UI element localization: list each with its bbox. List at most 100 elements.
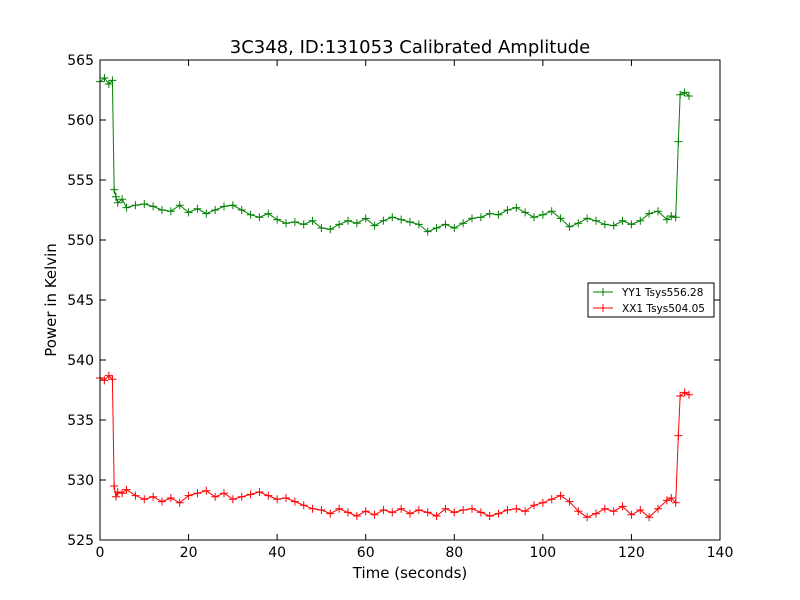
data-point [512, 504, 521, 513]
data-point [282, 494, 290, 502]
series-1 [96, 74, 693, 236]
x-tick-label: 40 [268, 545, 286, 561]
series-layer [96, 74, 693, 522]
data-point [335, 504, 344, 513]
legend-box [587, 282, 715, 318]
data-point [264, 209, 273, 218]
data-point [246, 210, 255, 219]
data-point [220, 202, 228, 211]
data-point [512, 203, 521, 212]
data-point [654, 504, 662, 513]
data-point [676, 90, 685, 99]
data-point [406, 218, 414, 226]
data-point [432, 224, 441, 232]
data-point [636, 506, 645, 514]
data-point [108, 76, 117, 85]
data-point [636, 216, 645, 225]
data-point [113, 198, 122, 207]
data-point [397, 215, 406, 224]
data-point [680, 388, 689, 397]
data-point [202, 486, 211, 495]
data-point [667, 212, 676, 220]
data-point [131, 491, 140, 500]
data-point [609, 221, 618, 230]
x-tick-label: 60 [357, 545, 375, 561]
data-point [100, 74, 109, 82]
data-point [110, 482, 119, 490]
data-point [282, 219, 290, 228]
data-point [441, 504, 450, 513]
legend: YY1 Tsys556.28 XX1 Tsys504.05 [587, 282, 715, 318]
data-point [556, 214, 565, 223]
data-point [485, 512, 494, 520]
data-point [379, 216, 388, 225]
y-tick-label: 530 [67, 473, 94, 489]
data-point [246, 490, 255, 499]
data-point [450, 508, 459, 517]
data-point [379, 506, 388, 514]
data-point [352, 219, 361, 228]
data-point [565, 497, 574, 506]
data-point [118, 195, 127, 204]
data-point [485, 209, 494, 218]
y-tick-label: 540 [67, 353, 94, 369]
data-point [600, 504, 609, 513]
data-point [476, 508, 485, 517]
data-point [166, 494, 175, 502]
data-point [680, 88, 689, 97]
data-point [228, 201, 237, 210]
legend-marker [599, 304, 607, 312]
data-point [521, 208, 530, 217]
data-point [317, 224, 326, 232]
data-point [645, 209, 654, 218]
data-point [547, 207, 556, 216]
legend-label: YY1 Tsys556.28 [621, 287, 703, 299]
chart-title: 3C348, ID:131053 Calibrated Amplitude [230, 37, 590, 58]
data-point [220, 489, 228, 498]
data-point [423, 227, 432, 236]
data-point [149, 202, 158, 211]
data-point [618, 502, 627, 511]
data-point [237, 206, 246, 214]
data-point [344, 508, 352, 517]
data-point [530, 501, 538, 510]
data-point [468, 504, 476, 513]
y-tick-label: 565 [67, 53, 94, 69]
data-point [140, 495, 149, 504]
data-point [618, 216, 627, 225]
y-tick-label: 555 [67, 173, 94, 189]
data-point [108, 375, 117, 384]
data-point [335, 220, 344, 229]
data-point [273, 215, 282, 224]
data-point [388, 508, 397, 517]
data-point [671, 213, 680, 222]
data-point [583, 513, 592, 522]
y-tick-label: 525 [67, 533, 94, 549]
data-point [193, 489, 202, 498]
data-point [370, 221, 379, 230]
data-point [113, 488, 122, 496]
data-point [352, 512, 361, 520]
data-point [110, 185, 119, 194]
data-point [503, 506, 512, 514]
data-point [592, 509, 600, 518]
data-point [450, 224, 459, 232]
data-point [397, 504, 406, 513]
data-point [600, 220, 609, 229]
data-point [326, 225, 335, 234]
legend-item: XX1 Tsys504.05 [593, 303, 705, 315]
data-point [521, 507, 530, 516]
data-point [468, 214, 476, 223]
data-point [662, 215, 671, 224]
y-axis: 525 530 535 540 545 550 555 560 565 [67, 53, 720, 549]
data-point [361, 507, 370, 516]
x-tick-label: 100 [529, 545, 556, 561]
y-tick-label: 560 [67, 113, 94, 129]
data-point [290, 218, 299, 226]
x-tick-label: 140 [707, 545, 734, 561]
data-point [264, 491, 273, 500]
data-point [184, 491, 193, 500]
data-point [494, 210, 503, 219]
data-point [370, 510, 379, 519]
